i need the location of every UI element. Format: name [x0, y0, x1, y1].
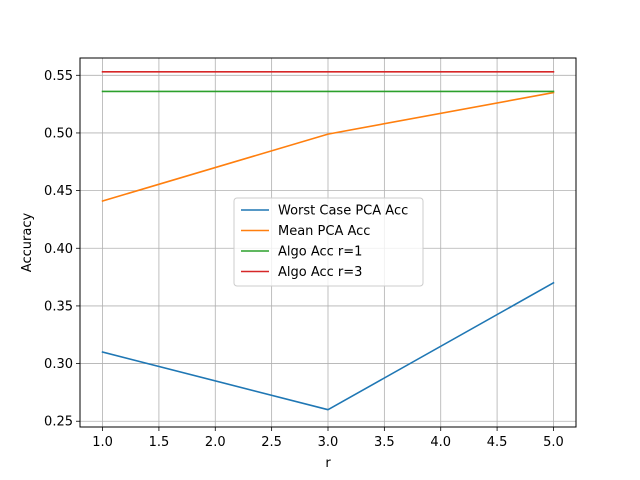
y-axis-label: Accuracy	[20, 213, 35, 273]
x-tick-label: 2.0	[205, 435, 226, 450]
legend-items: Worst Case PCA Acc Mean PCA Acc Algo Acc r…	[241, 204, 408, 280]
y-axis-ticks: 0.25 0.30 0.35 0.40 0.45 0.50 0.55	[44, 69, 80, 430]
y-tick-label: 0.50	[44, 126, 73, 141]
x-tick-label: 1.0	[92, 435, 113, 450]
x-tick-label: 5.0	[543, 435, 564, 450]
x-axis-ticks: 1.0 1.5 2.0 2.5 3.0 3.5 4.0 4.5 5.0	[92, 427, 564, 450]
y-tick-label: 0.55	[44, 69, 73, 84]
legend-label-1: Worst Case PCA Acc	[278, 204, 408, 219]
series-lines	[101, 71, 555, 411]
y-tick-label: 0.30	[44, 357, 73, 372]
series-line-1	[101, 281, 555, 411]
series-line-2	[101, 91, 555, 202]
x-tick-label: 2.5	[261, 435, 282, 450]
legend-label-2: Mean PCA Acc	[278, 224, 370, 239]
y-tick-label: 0.40	[44, 242, 73, 257]
x-tick-label: 3.0	[318, 435, 339, 450]
legend: Worst Case PCA Acc Mean PCA Acc Algo Acc r…	[233, 197, 424, 287]
y-tick-label: 0.45	[44, 184, 73, 199]
x-axis-label: r	[325, 456, 331, 471]
legend-label-4: Algo Acc r=3	[278, 265, 362, 280]
legend-label-3: Algo Acc r=1	[278, 245, 362, 260]
x-tick-label: 4.0	[430, 435, 451, 450]
x-tick-label: 4.5	[487, 435, 508, 450]
legend-box	[233, 197, 424, 287]
x-tick-label: 3.5	[374, 435, 395, 450]
y-tick-label: 0.35	[44, 299, 73, 314]
y-tick-label: 0.25	[44, 415, 73, 430]
x-tick-label: 1.5	[149, 435, 170, 450]
